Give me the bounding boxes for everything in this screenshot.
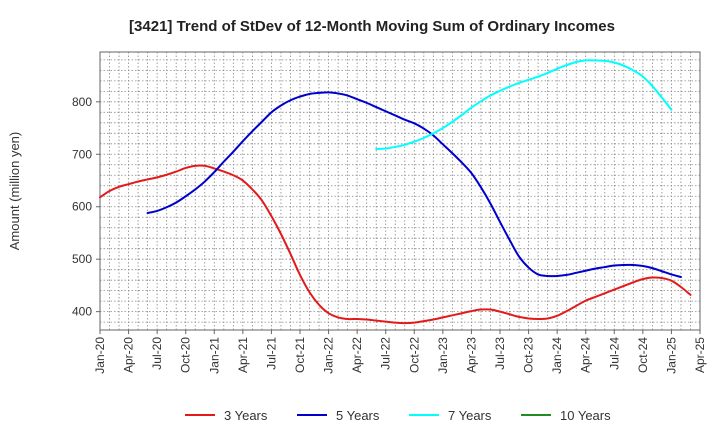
x-tick-labels: Jan-20 Apr-20 Jul-20 Oct-20 Jan-21 Apr-21 Jul-… [93, 330, 707, 374]
x-tick-label: Apr-22 [350, 337, 364, 373]
x-tick-label: Jul-22 [379, 337, 393, 370]
plot-frame [99, 51, 701, 331]
y-tick-label: 400 [72, 305, 92, 319]
y-tick-labels: 400 500 600 700 800 [72, 95, 100, 319]
x-tick-label: Jan-21 [207, 337, 221, 374]
legend-label: 3 Years [224, 408, 268, 423]
x-tick-label: Oct-22 [407, 337, 421, 373]
legend-label: 7 Years [448, 408, 492, 423]
y-tick-label: 700 [72, 147, 92, 161]
x-tick-label: Oct-20 [179, 337, 193, 373]
y-tick-label: 500 [72, 252, 92, 266]
legend: 3 Years 5 Years 7 Years 10 Years [185, 408, 611, 423]
x-tick-label: Apr-25 [693, 337, 707, 373]
series-line-5-years [146, 91, 682, 279]
x-tick-label: Jul-24 [607, 337, 621, 370]
x-tick-label: Oct-24 [636, 337, 650, 373]
x-tick-label: Jul-21 [264, 337, 278, 370]
x-tick-label: Jan-24 [550, 337, 564, 374]
legend-item-7-years: 7 Years [409, 408, 492, 423]
x-tick-label: Jan-22 [322, 337, 336, 374]
legend-item-5-years: 5 Years [297, 408, 380, 423]
x-tick-label: Jan-23 [436, 337, 450, 374]
legend-item-10-years: 10 Years [521, 408, 611, 423]
x-tick-label: Oct-23 [522, 337, 536, 373]
legend-item-3-years: 3 Years [185, 408, 268, 423]
x-tick-label: Apr-21 [236, 337, 250, 373]
x-tick-label: Apr-24 [579, 337, 593, 373]
legend-label: 10 Years [560, 408, 611, 423]
x-tick-label: Jan-20 [93, 337, 107, 374]
y-tick-label: 600 [72, 200, 92, 214]
grid [99, 52, 701, 330]
series-layer [99, 59, 692, 325]
legend-label: 5 Years [336, 408, 380, 423]
x-tick-label: Apr-20 [122, 337, 136, 373]
x-tick-label: Jul-20 [150, 337, 164, 370]
x-tick-label: Jan-25 [664, 337, 678, 374]
x-tick-label: Jul-23 [493, 337, 507, 370]
y-tick-label: 800 [72, 95, 92, 109]
x-tick-label: Apr-23 [464, 337, 478, 373]
series-line-3-years [99, 164, 692, 325]
series-line-7-years [375, 59, 673, 151]
y-axis-label: Amount (million yen) [7, 132, 22, 251]
x-tick-label: Oct-21 [293, 337, 307, 373]
chart-title: [3421] Trend of StDev of 12-Month Moving… [129, 18, 615, 35]
